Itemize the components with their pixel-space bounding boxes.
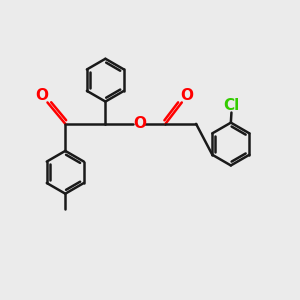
- Text: O: O: [133, 116, 146, 131]
- Text: Cl: Cl: [223, 98, 240, 113]
- Text: O: O: [36, 88, 49, 104]
- Text: O: O: [181, 88, 194, 104]
